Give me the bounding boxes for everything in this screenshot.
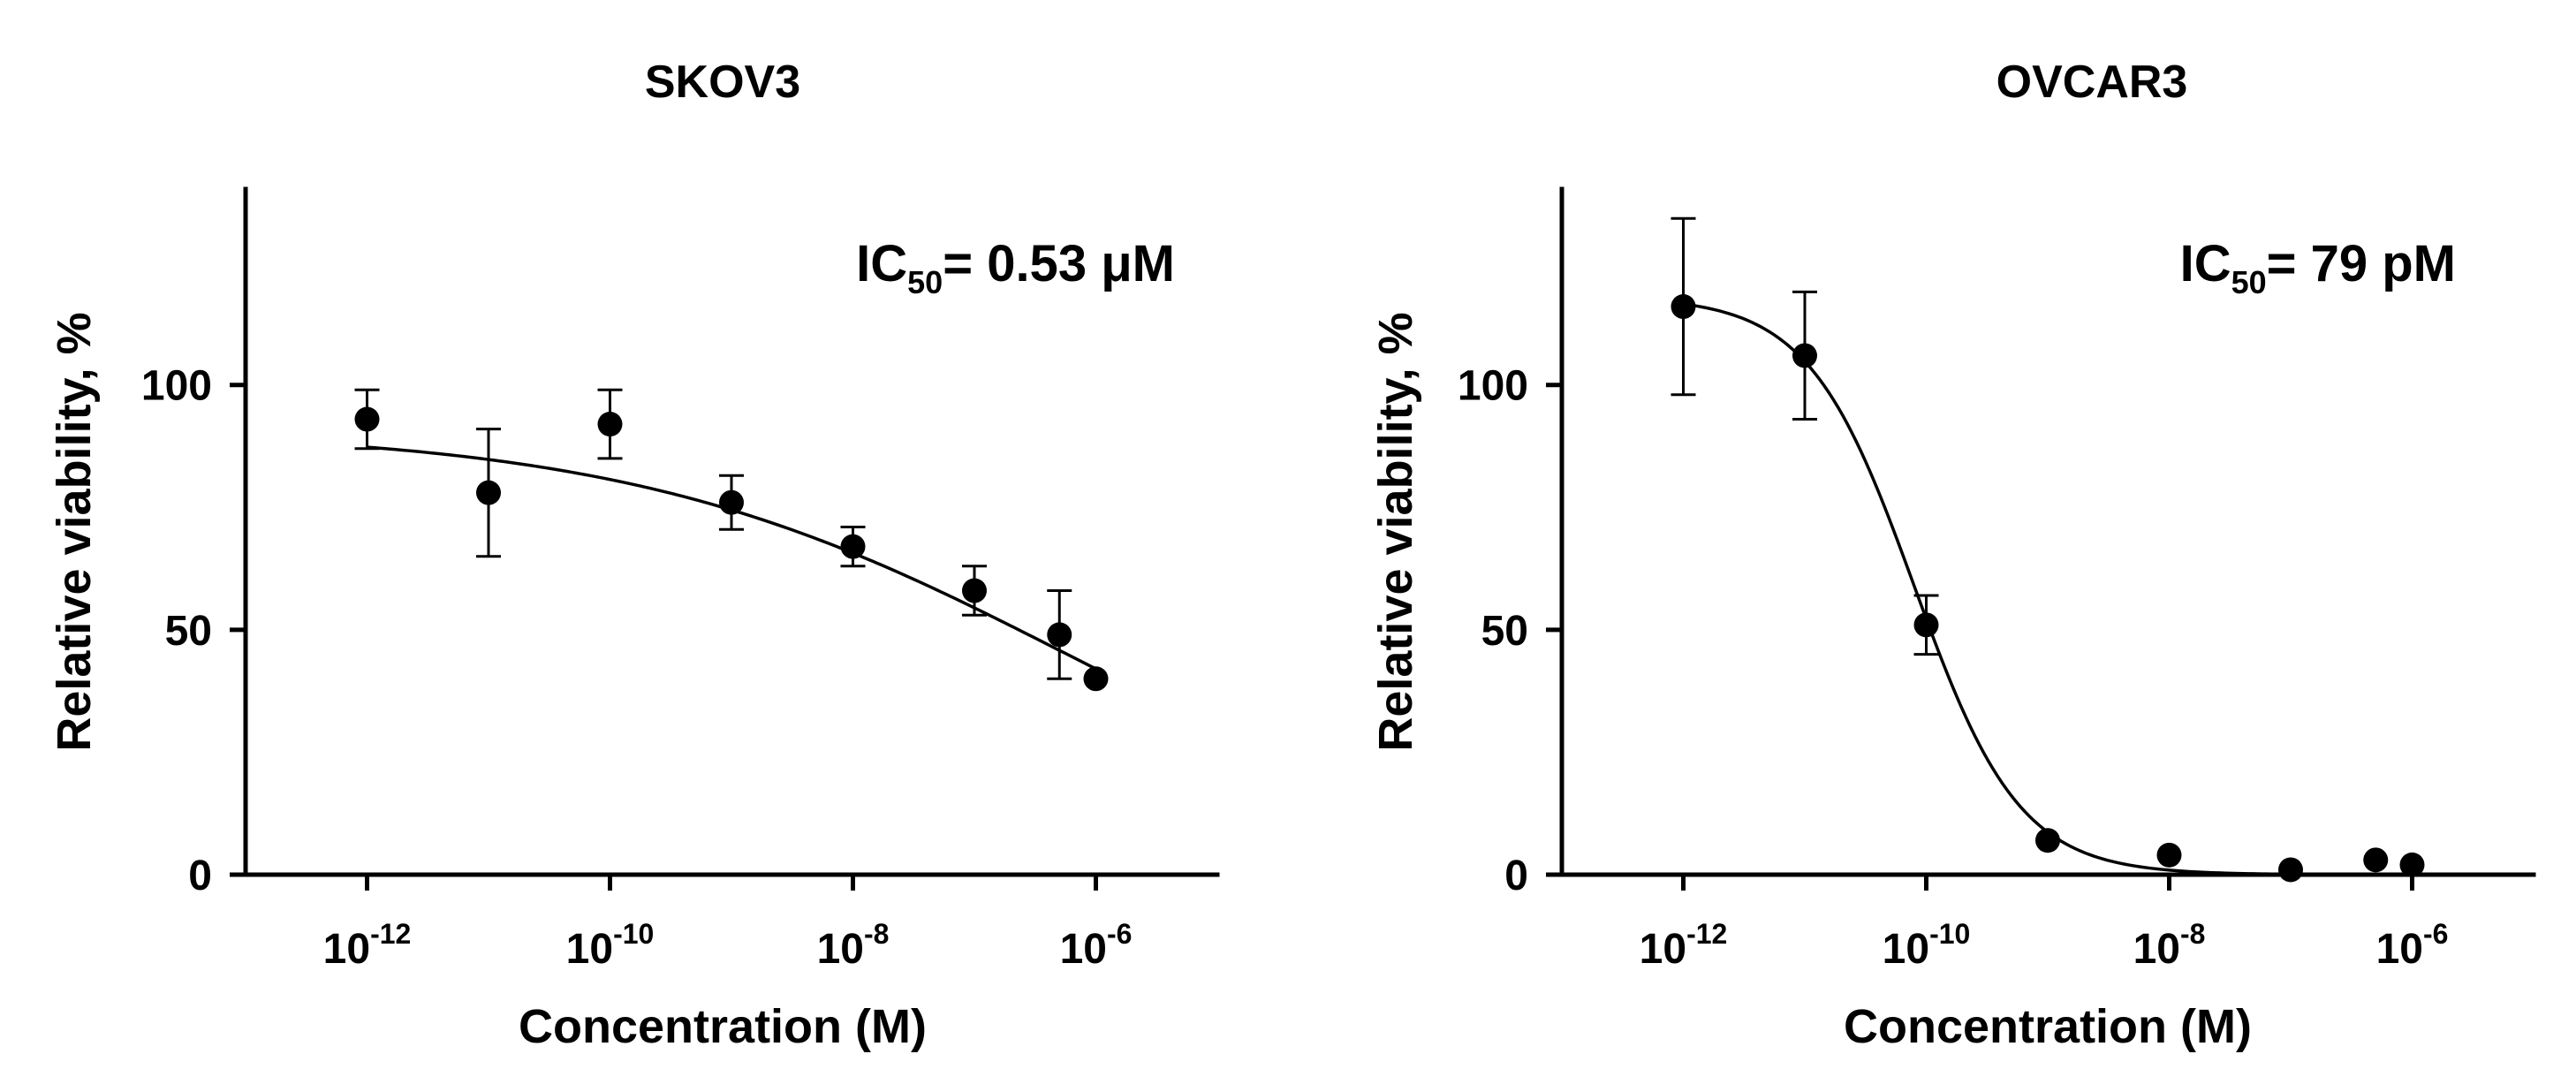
data-point <box>1083 666 1109 692</box>
data-point <box>1047 622 1072 648</box>
x-axis-label: Concentration (M) <box>519 1000 927 1053</box>
data-point <box>2035 828 2060 853</box>
chart-title: OVCAR3 <box>1996 57 2188 108</box>
data-point <box>840 534 866 559</box>
x-tick-label: 10-8 <box>2133 918 2206 973</box>
data-point <box>1913 612 1939 638</box>
x-tick-label: 10-10 <box>566 918 655 973</box>
y-tick-label: 100 <box>1458 363 1528 410</box>
y-tick-label: 50 <box>165 608 212 655</box>
data-point <box>476 480 501 505</box>
ic50-annotation: IC50= 79 pM <box>2180 235 2456 300</box>
data-point <box>962 578 987 603</box>
y-axis-label: Relative viability, % <box>48 312 101 751</box>
data-point <box>2278 857 2303 883</box>
chart-ovcar3: OVCAR3 0 50 100 10-12 10-10 10-8 10-6 Relative v… <box>1369 57 2536 1053</box>
x-axis-label: Concentration (M) <box>1844 1000 2252 1053</box>
x-tick-label: 10-12 <box>323 918 412 973</box>
y-tick-label: 50 <box>1481 608 1528 655</box>
ic50-annotation: IC50= 0.53 μM <box>856 235 1175 300</box>
x-tick-label: 10-8 <box>817 918 890 973</box>
x-tick-label: 10-6 <box>2376 918 2449 973</box>
data-point <box>1671 294 1696 320</box>
data-point <box>2156 842 2182 868</box>
y-tick-label: 0 <box>188 853 212 899</box>
data-point <box>597 412 623 437</box>
data-point <box>354 406 380 432</box>
y-tick-label: 0 <box>1504 853 1528 899</box>
y-axis-label: Relative viability, % <box>1369 312 1422 751</box>
data-point <box>719 489 744 515</box>
data-point <box>2399 852 2425 877</box>
chart-skov3: SKOV3 0 50 100 10-12 10-10 10-8 10-6 Relative vi… <box>48 57 1220 1053</box>
x-tick-label: 10-6 <box>1060 918 1133 973</box>
y-tick-label: 100 <box>141 363 212 410</box>
chart-title: SKOV3 <box>645 57 800 108</box>
x-tick-label: 10-12 <box>1640 918 1728 973</box>
data-point <box>2363 847 2389 873</box>
data-point <box>1792 343 1817 368</box>
x-tick-label: 10-10 <box>1883 918 1971 973</box>
